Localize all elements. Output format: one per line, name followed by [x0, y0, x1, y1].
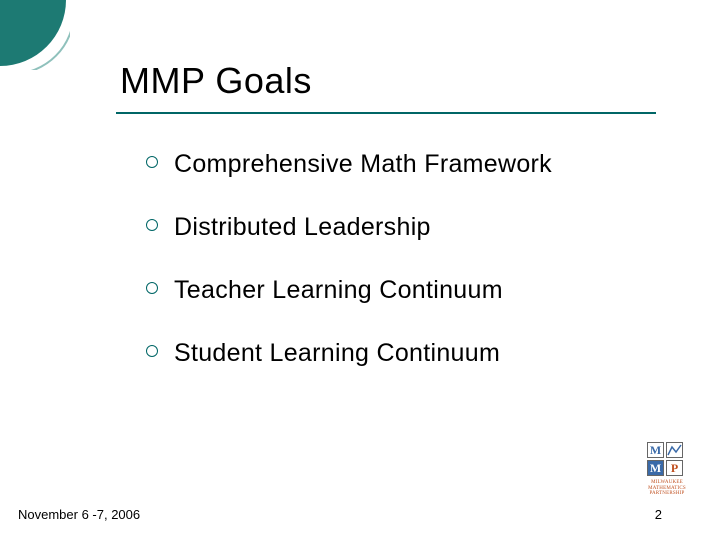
bullet-text: Student Learning Continuum: [174, 339, 500, 367]
logo-grid: M M P: [647, 442, 687, 478]
logo-caption-line: PARTNERSHIP: [642, 491, 692, 497]
bullet-item: Comprehensive Math Framework: [146, 150, 630, 179]
bullet-text: Comprehensive Math Framework: [174, 150, 552, 178]
bullet-text: Teacher Learning Continuum: [174, 276, 503, 304]
bullet-marker-icon: [146, 282, 158, 294]
bullet-item: Student Learning Continuum: [146, 339, 630, 368]
logo-cell-m2: M: [647, 460, 664, 476]
slide-body: MMP Goals Comprehensive Math Framework D…: [0, 0, 720, 540]
title-underline: [116, 112, 656, 114]
bullet-marker-icon: [146, 219, 158, 231]
logo-cell-m1: M: [647, 442, 664, 458]
bullet-item: Teacher Learning Continuum: [146, 276, 630, 305]
slide-title: MMP Goals: [120, 60, 630, 102]
bullet-marker-icon: [146, 156, 158, 168]
logo-cell-graphic: [666, 442, 683, 458]
bullet-marker-icon: [146, 345, 158, 357]
logo-cell-p: P: [666, 460, 683, 476]
footer-page-number: 2: [655, 507, 662, 522]
footer-logo: M M P MILWAUKEE MATHEMATICS PARTNERSHIP: [642, 442, 692, 502]
footer-date: November 6 -7, 2006: [18, 507, 140, 522]
bullet-list: Comprehensive Math Framework Distributed…: [120, 150, 630, 368]
bullet-text: Distributed Leadership: [174, 213, 431, 241]
logo-caption: MILWAUKEE MATHEMATICS PARTNERSHIP: [642, 480, 692, 497]
bullet-item: Distributed Leadership: [146, 213, 630, 242]
